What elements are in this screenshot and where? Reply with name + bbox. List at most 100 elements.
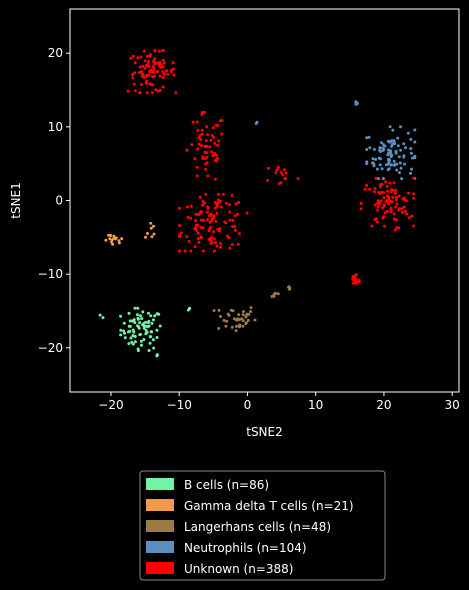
scatter-point-series-0 <box>132 319 136 323</box>
scatter-point-series-3 <box>378 146 382 150</box>
scatter-point-series-4 <box>219 205 223 209</box>
scatter-point-series-4 <box>296 177 300 180</box>
scatter-point-series-4 <box>388 181 392 185</box>
scatter-point-series-3 <box>399 148 403 152</box>
scatter-point-series-1 <box>149 226 153 230</box>
scatter-point-series-4 <box>151 64 155 68</box>
scatter-point-series-4 <box>195 165 199 169</box>
scatter-point-series-0 <box>98 313 102 317</box>
scatter-point-series-4 <box>412 196 416 200</box>
scatter-point-series-4 <box>166 72 170 76</box>
scatter-point-series-4 <box>195 229 199 232</box>
scatter-point-series-3 <box>388 158 391 162</box>
x-axis-label: tSNE2 <box>246 425 283 439</box>
scatter-point-series-0 <box>141 310 145 314</box>
scatter-point-series-4 <box>397 194 401 198</box>
scatter-point-series-2 <box>224 324 228 328</box>
scatter-point-series-4 <box>201 203 205 207</box>
scatter-point-series-4 <box>196 223 199 227</box>
scatter-point-series-0 <box>127 311 131 315</box>
scatter-point-series-0 <box>148 335 152 339</box>
scatter-point-series-4 <box>231 218 235 222</box>
scatter-point-series-0 <box>122 321 126 325</box>
scatter-point-series-4 <box>384 180 388 184</box>
scatter-point-series-3 <box>402 154 406 158</box>
x-tick-label: −20 <box>98 398 123 412</box>
scatter-point-series-4 <box>230 243 234 247</box>
scatter-point-series-4 <box>133 71 137 75</box>
scatter-point-series-3 <box>381 177 385 181</box>
scatter-point-series-4 <box>405 212 409 216</box>
scatter-point-series-2 <box>222 318 226 322</box>
scatter-point-series-4 <box>205 155 209 159</box>
scatter-point-series-4 <box>382 204 386 208</box>
scatter-point-series-4 <box>211 214 215 218</box>
scatter-point-series-4 <box>161 70 165 74</box>
scatter-point-series-3 <box>374 157 378 161</box>
scatter-point-series-4 <box>236 242 240 246</box>
scatter-point-series-4 <box>151 83 155 87</box>
scatter-point-series-4 <box>208 145 212 149</box>
scatter-point-series-0 <box>130 340 134 344</box>
scatter-point-series-4 <box>394 198 398 202</box>
scatter-point-series-4 <box>402 205 406 209</box>
scatter-point-series-4 <box>197 212 201 216</box>
scatter-point-series-4 <box>195 120 199 124</box>
scatter-point-series-2 <box>246 318 250 322</box>
scatter-point-series-3 <box>386 148 390 152</box>
scatter-point-series-4 <box>205 210 209 214</box>
scatter-point-series-4 <box>204 192 208 196</box>
y-tick-label: −20 <box>38 341 63 355</box>
scatter-point-series-1 <box>152 232 156 236</box>
scatter-point-series-4 <box>397 207 401 211</box>
scatter-point-series-3 <box>386 139 390 143</box>
scatter-point-series-0 <box>147 319 151 323</box>
scatter-point-series-4 <box>216 124 220 127</box>
scatter-point-series-4 <box>209 138 213 142</box>
scatter-point-series-4 <box>178 249 181 253</box>
scatter-point-series-4 <box>386 189 390 193</box>
scatter-point-series-4 <box>209 242 213 246</box>
scatter-point-series-0 <box>128 319 132 323</box>
scatter-point-series-0 <box>129 336 133 340</box>
scatter-point-series-4 <box>212 237 216 241</box>
scatter-point-series-4 <box>206 206 210 210</box>
scatter-point-series-4 <box>198 134 202 137</box>
scatter-point-series-4 <box>219 242 223 246</box>
scatter-point-series-4 <box>233 225 237 229</box>
scatter-point-series-4 <box>211 154 215 157</box>
scatter-point-series-3 <box>398 161 402 165</box>
scatter-point-series-4 <box>218 227 222 231</box>
scatter-point-series-4 <box>212 230 216 234</box>
scatter-point-series-0 <box>147 349 151 352</box>
scatter-point-series-3 <box>403 162 406 166</box>
scatter-point-series-3 <box>381 146 385 150</box>
scatter-point-series-3 <box>365 136 369 140</box>
scatter-point-series-0 <box>147 324 151 328</box>
scatter-point-series-4 <box>385 198 389 202</box>
scatter-point-series-4 <box>355 282 358 286</box>
scatter-point-series-2 <box>217 308 221 312</box>
scatter-point-series-3 <box>413 140 417 144</box>
legend-label: Unknown (n=388) <box>184 562 293 576</box>
scatter-point-series-3 <box>372 164 376 168</box>
scatter-point-series-4 <box>394 195 398 199</box>
scatter-point-series-4 <box>375 220 379 224</box>
scatter-point-series-4 <box>196 147 200 151</box>
scatter-point-series-3 <box>372 147 376 151</box>
scatter-point-series-3 <box>395 168 399 172</box>
scatter-point-series-0 <box>139 339 143 343</box>
scatter-point-series-3 <box>402 142 406 146</box>
scatter-point-series-2 <box>245 313 249 317</box>
scatter-point-series-4 <box>380 182 384 186</box>
scatter-point-series-0 <box>142 322 146 325</box>
scatter-point-series-3 <box>378 163 382 167</box>
scatter-point-series-3 <box>395 162 399 166</box>
scatter-point-series-4 <box>200 128 204 132</box>
scatter-point-series-4 <box>237 232 241 236</box>
scatter-point-series-4 <box>282 168 286 172</box>
scatter-point-series-0 <box>149 314 153 318</box>
scatter-point-series-4 <box>214 241 217 245</box>
scatter-point-series-4 <box>201 226 205 230</box>
scatter-point-series-4 <box>133 89 137 93</box>
